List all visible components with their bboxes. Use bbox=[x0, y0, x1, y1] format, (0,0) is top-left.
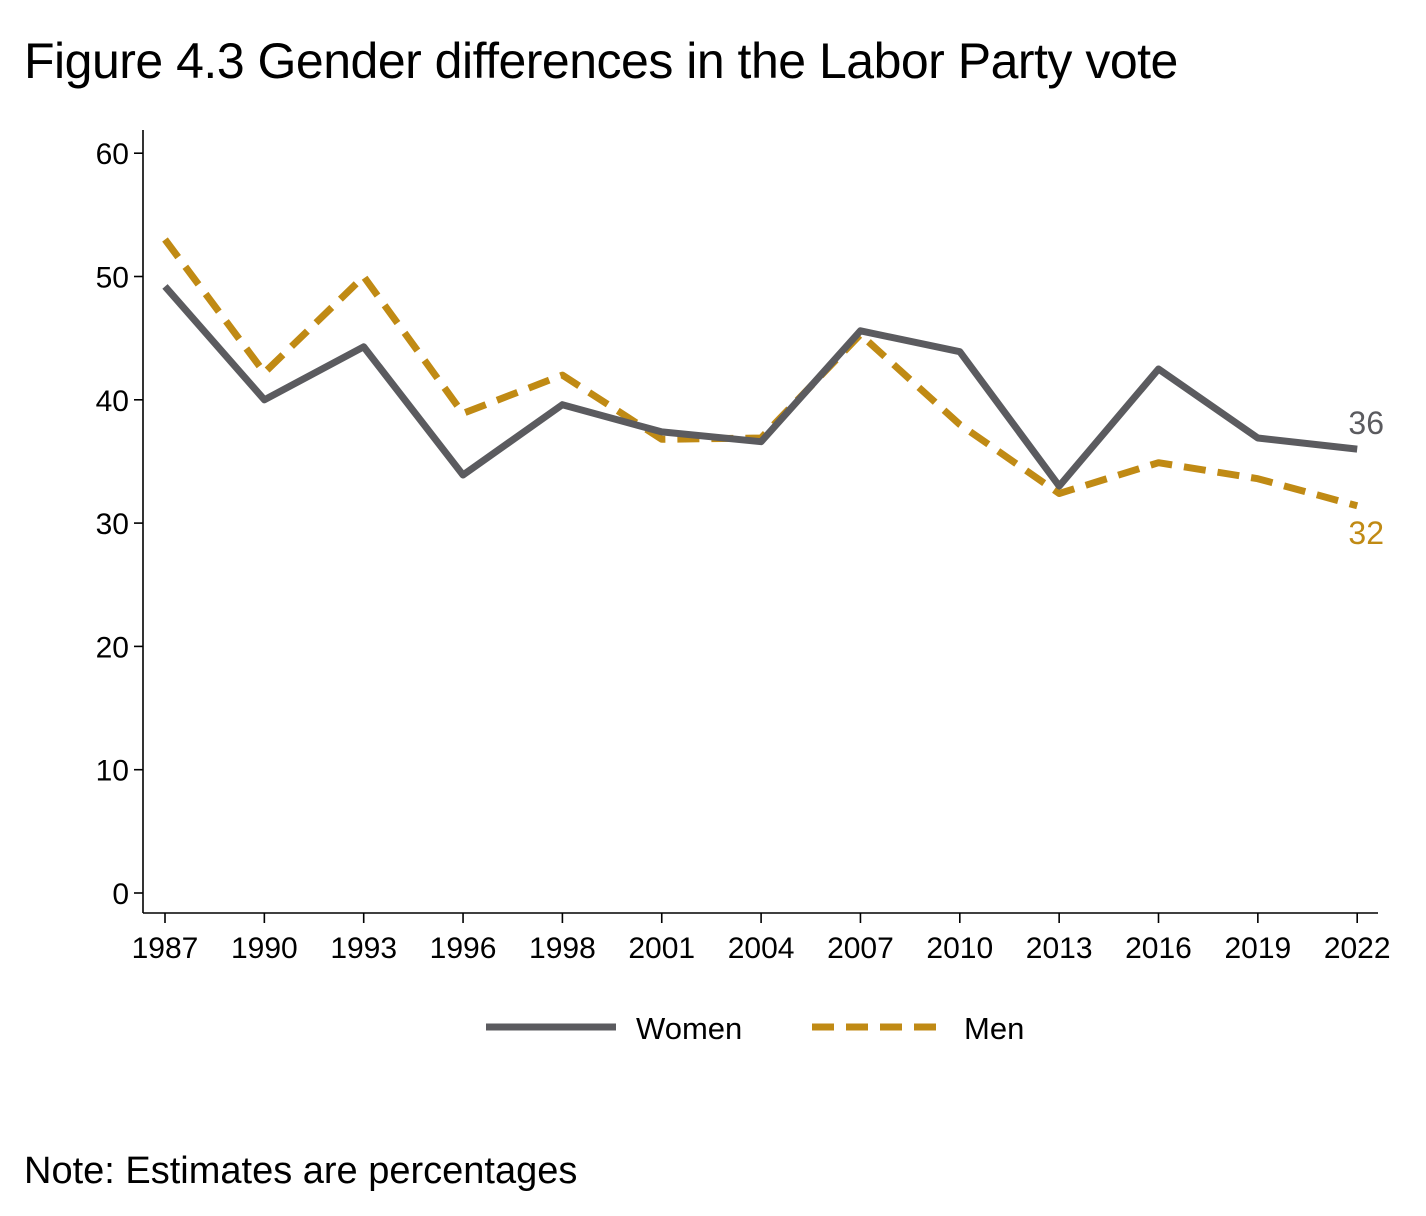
legend-label-men: Men bbox=[964, 1011, 1024, 1046]
data-point-women bbox=[661, 431, 662, 432]
x-tick-label: 1990 bbox=[231, 932, 298, 965]
data-point-men bbox=[463, 413, 464, 414]
data-point-women bbox=[363, 346, 364, 347]
y-tick-label: 60 bbox=[96, 138, 129, 171]
data-point-men bbox=[165, 239, 166, 240]
data-point-women bbox=[1158, 368, 1159, 369]
data-point-men bbox=[1257, 478, 1258, 479]
axes: 0 10 20 30 40 50 60 1987 1990 1993 1996 1998 2001 200… bbox=[96, 130, 1391, 965]
data-point-women bbox=[562, 404, 563, 405]
data-point-women bbox=[761, 441, 762, 442]
y-tick-label: 50 bbox=[96, 262, 129, 295]
data-point-women bbox=[1257, 438, 1258, 439]
y-tick-label: 40 bbox=[96, 385, 129, 418]
series-layer: 36 32 bbox=[162, 237, 1384, 551]
data-point-women bbox=[463, 475, 464, 476]
data-point-women bbox=[264, 399, 265, 400]
legend-label-women: Women bbox=[636, 1011, 742, 1046]
data-point-men bbox=[1059, 493, 1060, 494]
end-label-women: 36 bbox=[1348, 405, 1384, 441]
chart-title: Figure 4.3 Gender differences in the Lab… bbox=[24, 33, 1178, 89]
x-tick-label: 2010 bbox=[926, 932, 993, 965]
data-point-women bbox=[860, 330, 861, 331]
y-tick-label: 10 bbox=[96, 755, 129, 788]
data-point-men bbox=[661, 439, 662, 440]
x-tick-label: 1987 bbox=[132, 932, 199, 965]
data-point-men bbox=[1158, 462, 1159, 463]
series-line-men bbox=[162, 237, 1359, 510]
data-point-women bbox=[1357, 449, 1358, 450]
series-line-women bbox=[162, 284, 1358, 490]
data-point-men bbox=[1357, 505, 1358, 506]
data-point-men bbox=[363, 276, 364, 277]
x-tick-label: 2022 bbox=[1324, 932, 1391, 965]
data-point-women bbox=[1059, 486, 1060, 487]
y-tick-label: 30 bbox=[96, 508, 129, 541]
data-point-men bbox=[562, 375, 563, 376]
y-tick-label: 20 bbox=[96, 631, 129, 664]
x-tick-label: 2001 bbox=[628, 932, 695, 965]
data-point-women bbox=[959, 351, 960, 352]
x-tick-label: 2016 bbox=[1125, 932, 1192, 965]
x-tick-label: 1998 bbox=[529, 932, 596, 965]
x-tick-label: 2019 bbox=[1224, 932, 1291, 965]
chart-note: Note: Estimates are percentages bbox=[24, 1150, 578, 1192]
x-tick-label: 1993 bbox=[330, 932, 397, 965]
data-point-men bbox=[959, 424, 960, 425]
x-tick-label: 2013 bbox=[1026, 932, 1093, 965]
end-label-men: 32 bbox=[1348, 515, 1384, 551]
x-tick-label: 1996 bbox=[430, 932, 497, 965]
data-point-women bbox=[165, 286, 166, 287]
data-point-men bbox=[264, 372, 265, 373]
x-tick-label: 2007 bbox=[827, 932, 894, 965]
y-tick-label: 0 bbox=[112, 878, 129, 911]
x-tick-label: 2004 bbox=[728, 932, 795, 965]
legend: Women Men bbox=[486, 1011, 1024, 1046]
